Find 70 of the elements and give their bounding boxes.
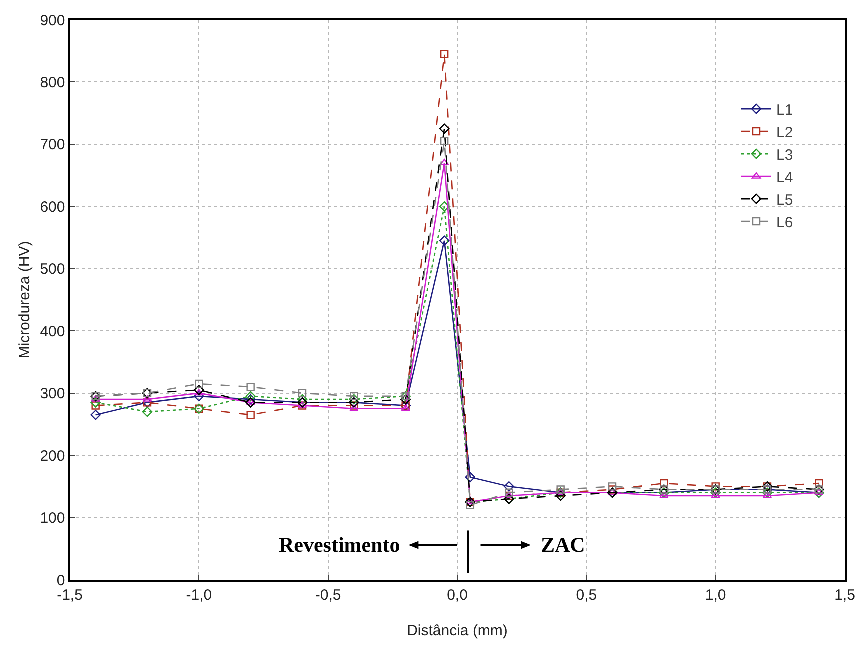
x-tick-label: -0,5 <box>315 586 342 604</box>
point <box>142 406 153 418</box>
point <box>246 411 255 420</box>
y-tick-label: 500 <box>40 261 66 278</box>
point <box>401 404 410 412</box>
x-tick-label: -1,5 <box>57 586 83 604</box>
point <box>711 492 720 498</box>
point <box>814 488 824 496</box>
point <box>466 501 475 510</box>
point <box>90 398 101 408</box>
legend-label: L5 <box>776 192 794 209</box>
point <box>194 385 204 396</box>
point <box>762 492 772 498</box>
point <box>195 380 204 388</box>
point <box>90 410 101 420</box>
y-tick-label: 0 <box>56 572 66 590</box>
x-tick-label: 0,5 <box>576 586 598 604</box>
point <box>246 398 256 408</box>
point <box>440 50 449 58</box>
point <box>556 486 565 494</box>
y-tick-label: 700 <box>40 136 66 154</box>
point <box>298 389 307 398</box>
x-tick-label: -1,0 <box>186 586 212 604</box>
legend-label: L3 <box>776 146 794 164</box>
point <box>762 488 773 498</box>
point <box>710 488 721 498</box>
x-tick-label: 1,5 <box>834 586 856 604</box>
y-tick-label: 300 <box>40 386 66 403</box>
point <box>297 394 308 405</box>
point <box>660 492 669 498</box>
point <box>349 394 360 405</box>
point <box>246 398 256 406</box>
point <box>350 404 359 412</box>
point <box>194 389 204 396</box>
point <box>608 488 618 496</box>
point <box>556 490 566 502</box>
y-tick-label: 100 <box>40 510 66 528</box>
y-tick-label: 900 <box>40 12 66 30</box>
point <box>246 394 256 405</box>
point <box>400 394 411 405</box>
legend-label: L2 <box>776 124 794 142</box>
point <box>439 124 450 134</box>
legend-label: L4 <box>776 169 794 186</box>
point <box>246 391 256 402</box>
y-axis-title: Microdureza (HV) <box>16 241 34 359</box>
annotation: ZAC <box>541 533 586 557</box>
point <box>439 236 450 246</box>
point <box>440 137 449 146</box>
point <box>505 488 514 497</box>
point <box>608 482 617 491</box>
point <box>91 395 100 402</box>
annotation: Revestimento <box>279 533 400 557</box>
point <box>815 479 824 488</box>
point <box>660 479 668 488</box>
x-tick-label: 1,0 <box>705 586 726 604</box>
y-tick-label: 200 <box>40 448 66 465</box>
y-tick-label: 600 <box>40 198 66 216</box>
point <box>246 383 255 392</box>
x-axis-title: Distância (mm) <box>407 622 508 640</box>
x-tick-label: 0,0 <box>447 586 468 604</box>
point <box>194 391 204 402</box>
point <box>504 482 514 492</box>
point <box>92 402 100 410</box>
y-tick-label: 800 <box>40 74 66 92</box>
point <box>465 472 476 482</box>
y-tick-label: 400 <box>40 323 66 340</box>
legend-label: L1 <box>776 102 794 119</box>
point <box>142 395 152 402</box>
point <box>350 392 358 401</box>
legend-label: L6 <box>776 214 794 232</box>
